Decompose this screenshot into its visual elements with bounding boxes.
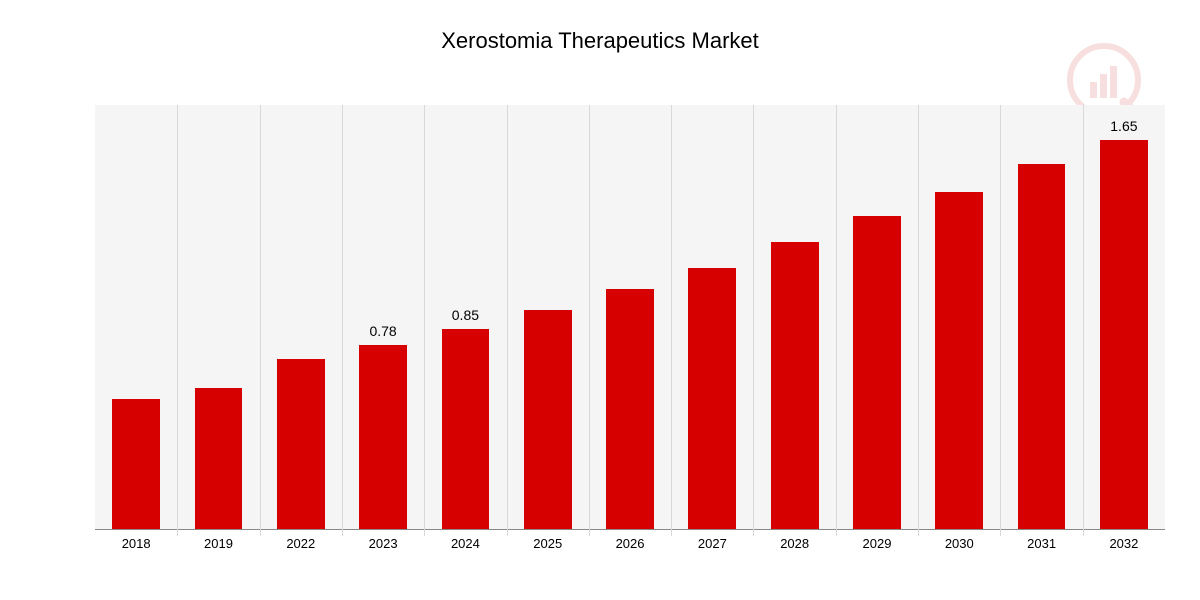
x-axis-tick-label: 2023 — [342, 536, 424, 556]
x-axis-tick-label: 2028 — [754, 536, 836, 556]
bar-slot — [507, 105, 589, 529]
bar-slot: 1.65 — [1083, 105, 1165, 529]
bar — [195, 388, 243, 529]
chart-title: Xerostomia Therapeutics Market — [0, 0, 1200, 54]
bar-slot — [177, 105, 259, 529]
x-axis-tick-label: 2030 — [918, 536, 1000, 556]
bar — [277, 359, 325, 529]
x-axis-tick-label: 2019 — [177, 536, 259, 556]
bar — [688, 268, 736, 529]
bar — [606, 289, 654, 529]
bar — [1018, 164, 1066, 529]
bar-slot — [260, 105, 342, 529]
bar-value-label: 0.78 — [369, 323, 396, 339]
x-axis-tick-label: 2025 — [507, 536, 589, 556]
x-axis-tick-label: 2022 — [260, 536, 342, 556]
x-axis-tick-label: 2024 — [424, 536, 506, 556]
x-axis-tick-label: 2031 — [1000, 536, 1082, 556]
bar — [524, 310, 572, 529]
bar: 0.78 — [359, 345, 407, 529]
bar-value-label: 1.65 — [1110, 118, 1137, 134]
bar-slot: 0.85 — [424, 105, 506, 529]
bar-slot — [836, 105, 918, 529]
bar — [112, 399, 160, 529]
x-axis-labels: 2018201920222023202420252026202720282029… — [95, 536, 1165, 556]
x-axis-tick-label: 2027 — [671, 536, 753, 556]
bar-slot — [754, 105, 836, 529]
x-axis-tick-label: 2018 — [95, 536, 177, 556]
x-axis-tick-label: 2026 — [589, 536, 671, 556]
x-axis-tick-label: 2029 — [836, 536, 918, 556]
bar — [935, 192, 983, 529]
bar-slot — [1000, 105, 1082, 529]
bar — [853, 216, 901, 529]
bar-slot: 0.78 — [342, 105, 424, 529]
bar — [771, 242, 819, 529]
chart-plot-area: 0.78 0.85 1.65 — [95, 105, 1165, 530]
bar-value-label: 0.85 — [452, 307, 479, 323]
bar-slot — [918, 105, 1000, 529]
bar: 1.65 — [1100, 140, 1148, 529]
bar: 0.85 — [442, 329, 490, 529]
bar-slot — [589, 105, 671, 529]
bar-slot — [95, 105, 177, 529]
x-axis-tick-label: 2032 — [1083, 536, 1165, 556]
bar-slot — [671, 105, 753, 529]
